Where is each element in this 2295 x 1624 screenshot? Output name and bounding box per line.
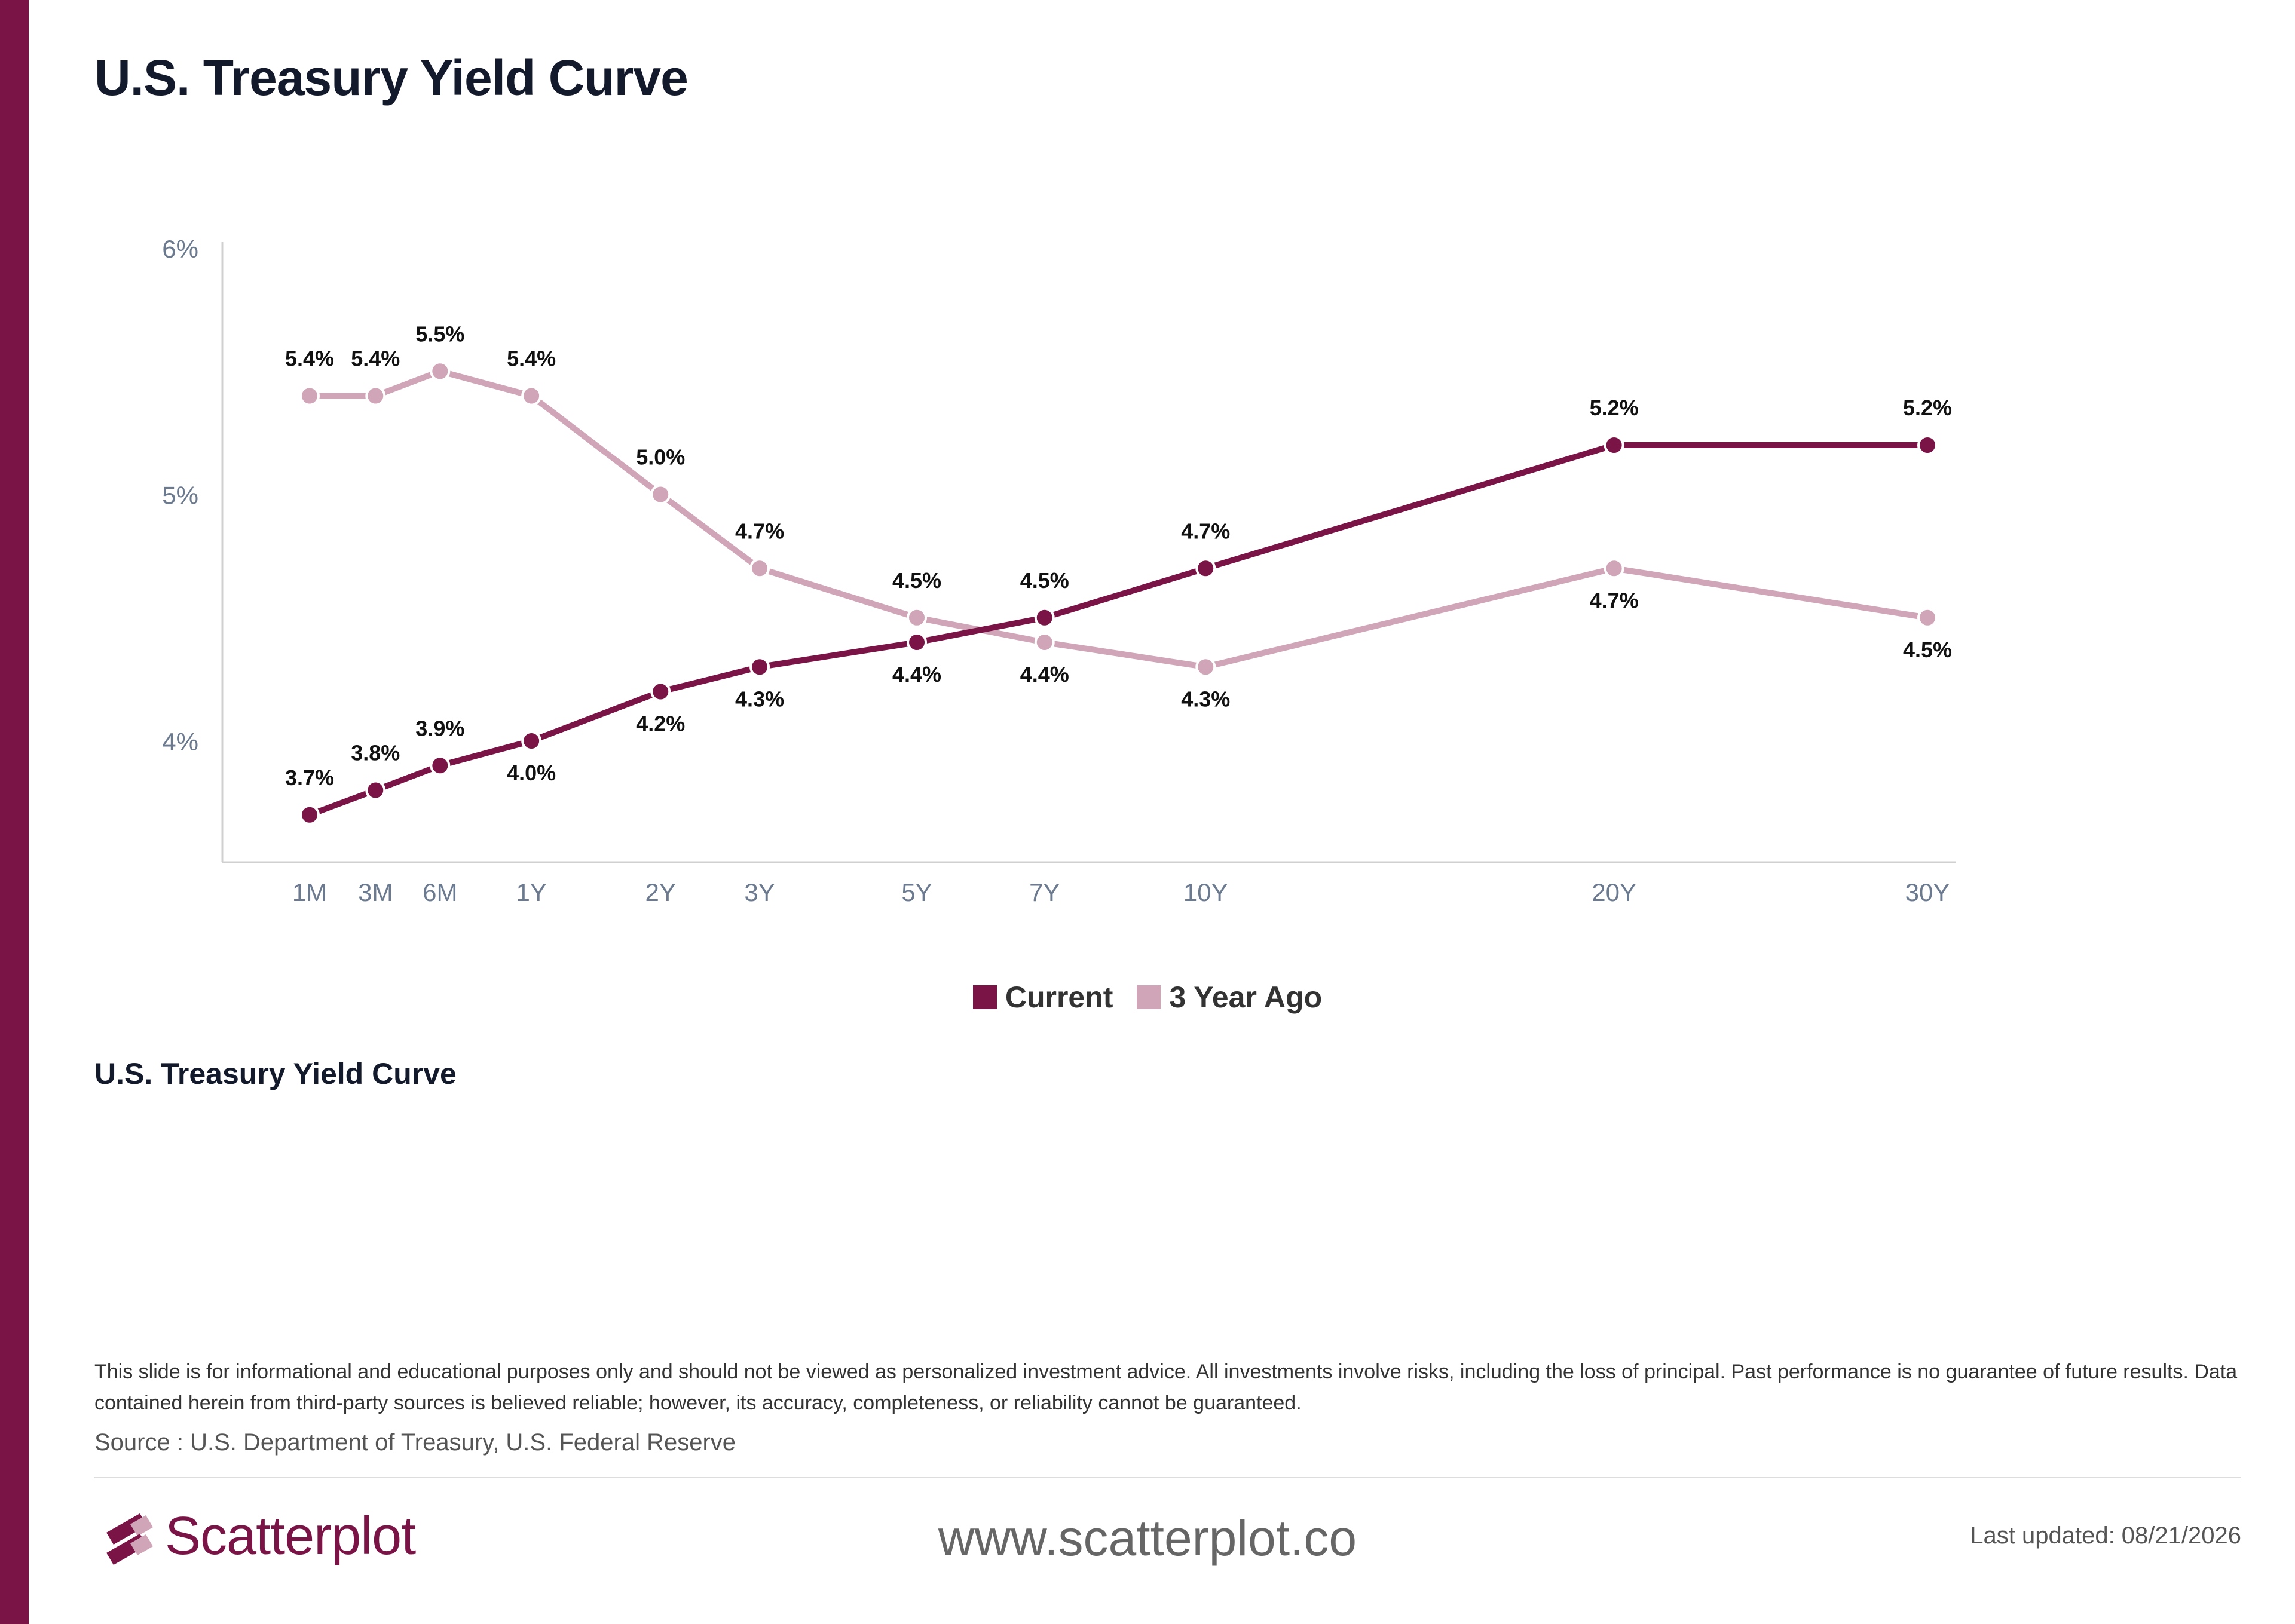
data-point-current [907,632,928,652]
x-tick-label: 30Y [1905,878,1950,906]
data-label-3-year-ago: 4.7% [735,519,784,543]
x-tick-label: 5Y [901,878,932,906]
series-line-current [307,442,1930,818]
legend-item-current[interactable]: Current [972,980,1113,1015]
x-tick-label: 7Y [1029,878,1060,906]
x-tick-label: 1M [292,878,327,906]
data-point-3-year-ago [521,385,542,406]
data-label-current: 4.7% [1181,519,1230,543]
scatterplot-logo[interactable]: Scatterplot [103,1506,416,1567]
data-point-3-year-ago [749,558,770,579]
chart-subtitle: U.S. Treasury Yield Curve [94,1057,457,1090]
x-tick-label: 6M [423,878,457,906]
scatterplot-logo-icon [106,1513,153,1565]
data-label-current: 4.0% [507,761,556,785]
x-tick-label: 1Y [516,878,546,906]
legend-label-current: Current [1005,980,1113,1014]
data-point-3-year-ago [1917,607,1938,628]
data-point-3-year-ago [1195,657,1216,678]
source-text: Source : U.S. Department of Treasury, U.… [94,1429,736,1456]
data-point-current [1195,558,1216,579]
data-label-3-year-ago: 5.5% [415,321,464,346]
data-label-3-year-ago: 4.3% [1181,687,1230,711]
data-label-current: 3.7% [285,765,334,790]
page-title: U.S. Treasury Yield Curve [94,50,688,106]
x-tick-label: 2Y [645,878,676,906]
yield-curve-chart: 4% 5% 6% 1M 3M 6M 1Y 2Y 3Y 5Y 7Y 10Y 20Y 30Y 5.4% 5.4%… [162,235,1956,906]
data-point-current [430,755,451,776]
data-point-3-year-ago [1604,558,1624,579]
data-label-3-year-ago: 5.0% [636,445,685,470]
data-point-current [1917,435,1938,455]
data-label-3-year-ago: 5.4% [507,347,556,371]
data-point-current [650,681,671,702]
data-point-3-year-ago [907,607,928,628]
data-point-current [521,731,542,751]
data-label-current: 4.5% [1020,568,1069,593]
data-label-3-year-ago: 4.4% [1020,662,1069,687]
data-point-current [1034,607,1055,628]
series-line-3-year-ago [307,368,1930,670]
data-label-3-year-ago: 4.5% [892,568,941,593]
data-label-current: 5.2% [1903,396,1952,420]
data-label-current: 4.3% [735,687,784,711]
data-point-3-year-ago [430,361,451,382]
x-tick-label: 3M [358,878,393,906]
footer-divider [94,1477,2241,1478]
disclaimer-text: This slide is for informational and educ… [94,1361,2238,1414]
x-tick-label: 10Y [1183,878,1228,906]
data-point-current [749,657,770,678]
data-point-current [299,804,320,825]
data-label-3-year-ago: 5.4% [285,347,334,371]
data-label-3-year-ago: 4.5% [1903,638,1952,662]
y-tick-label: 6% [162,235,198,263]
data-label-current: 5.2% [1590,396,1639,420]
y-tick-label: 4% [162,728,198,756]
y-tick-label: 5% [162,482,198,510]
data-point-3-year-ago [650,484,671,505]
legend-item-3-year-ago[interactable]: 3 Year Ago [1137,980,1322,1015]
legend-swatch-current [972,985,997,1009]
x-tick-label: 3Y [744,878,775,906]
brand-side-bar [0,0,29,1624]
data-point-current [365,780,386,801]
legend-swatch-3-year-ago [1137,985,1161,1009]
last-updated: Last updated: 08/21/2026 [1970,1522,2241,1549]
data-label-current: 4.4% [892,662,941,687]
website-url[interactable]: www.scatterplot.co [938,1510,1357,1566]
chart-legend: Current 3 Year Ago [0,980,2295,1015]
legend-label-3-year-ago: 3 Year Ago [1169,980,1323,1014]
x-tick-label: 20Y [1592,878,1636,906]
data-point-3-year-ago [299,385,320,406]
data-label-current: 4.2% [636,712,685,736]
data-label-3-year-ago: 5.4% [351,347,400,371]
brand-name: Scatterplot [165,1506,416,1566]
data-label-current: 3.8% [351,741,400,765]
data-label-3-year-ago: 4.7% [1590,588,1639,612]
data-point-3-year-ago [365,385,386,406]
data-point-current [1604,435,1624,455]
data-label-current: 3.9% [415,716,464,740]
data-point-3-year-ago [1034,632,1055,652]
